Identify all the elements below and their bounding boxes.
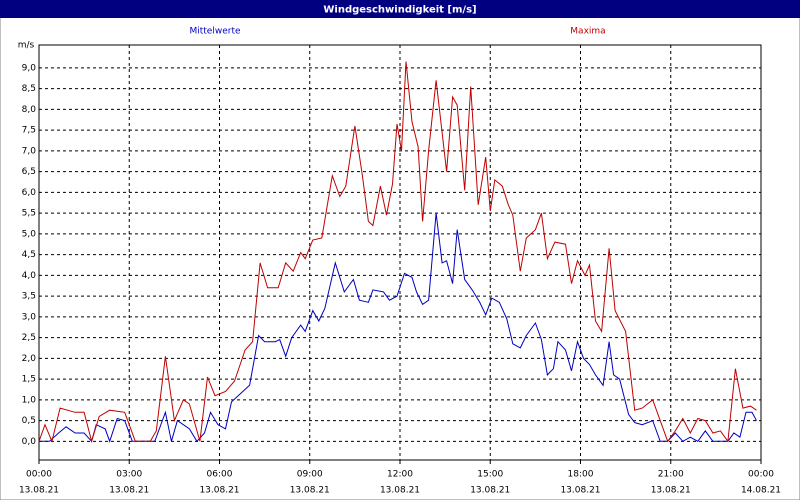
legend-label: Maxima [570,27,605,37]
legend-label: Mittelwerte [189,27,240,37]
y-tick-label: 5,5 [22,209,36,219]
y-tick-label: 7,0 [22,146,37,156]
x-tick-label: 09:00 [297,470,323,480]
y-tick-label: 0,0 [22,437,37,447]
y-tick-label: 5,0 [22,229,37,239]
y-tick-label: 0,5 [22,416,36,426]
x-tick-date: 14.08.21 [741,486,781,496]
chart-title: Windgeschwindigkeit [m/s] [323,5,476,16]
y-tick-label: 2,0 [22,354,37,364]
x-tick-date: 13.08.21 [470,486,510,496]
title-bar [0,0,800,18]
y-tick-label: 2,5 [22,333,36,343]
x-tick-label: 21:00 [658,470,684,480]
y-tick-label: 8,0 [22,105,37,115]
y-tick-label: 6,0 [22,188,37,198]
x-tick-date: 13.08.21 [651,486,691,496]
x-tick-label: 15:00 [477,470,503,480]
series-line [39,213,757,443]
y-tick-label: 8,5 [22,84,36,94]
y-tick-label: 9,0 [22,63,37,73]
y-tick-label: 3,5 [22,292,36,302]
series-line [38,61,757,444]
x-tick-label: 03:00 [116,470,142,480]
x-tick-date: 13.08.21 [380,486,420,496]
x-tick-date: 13.08.21 [19,486,59,496]
y-tick-label: 6,5 [22,167,36,177]
x-tick-label: 12:00 [387,470,413,480]
x-tick-label: 18:00 [568,470,594,480]
y-tick-label: 1,5 [22,375,36,385]
x-tick-date: 13.08.21 [290,486,330,496]
x-tick-label: 00:00 [26,470,52,480]
y-tick-label: 1,0 [22,395,37,405]
y-unit: m/s [18,41,35,51]
x-tick-date: 13.08.21 [199,486,239,496]
plot-area [38,44,762,461]
x-tick-date: 13.08.21 [560,486,600,496]
x-tick-label: 06:00 [207,470,233,480]
y-tick-label: 3,0 [22,312,37,322]
y-tick-label: 4,0 [22,271,37,281]
x-tick-date: 13.08.21 [109,486,149,496]
x-tick-label: 00:00 [748,470,774,480]
y-tick-label: 7,5 [22,126,36,136]
y-tick-label: 4,5 [22,250,36,260]
